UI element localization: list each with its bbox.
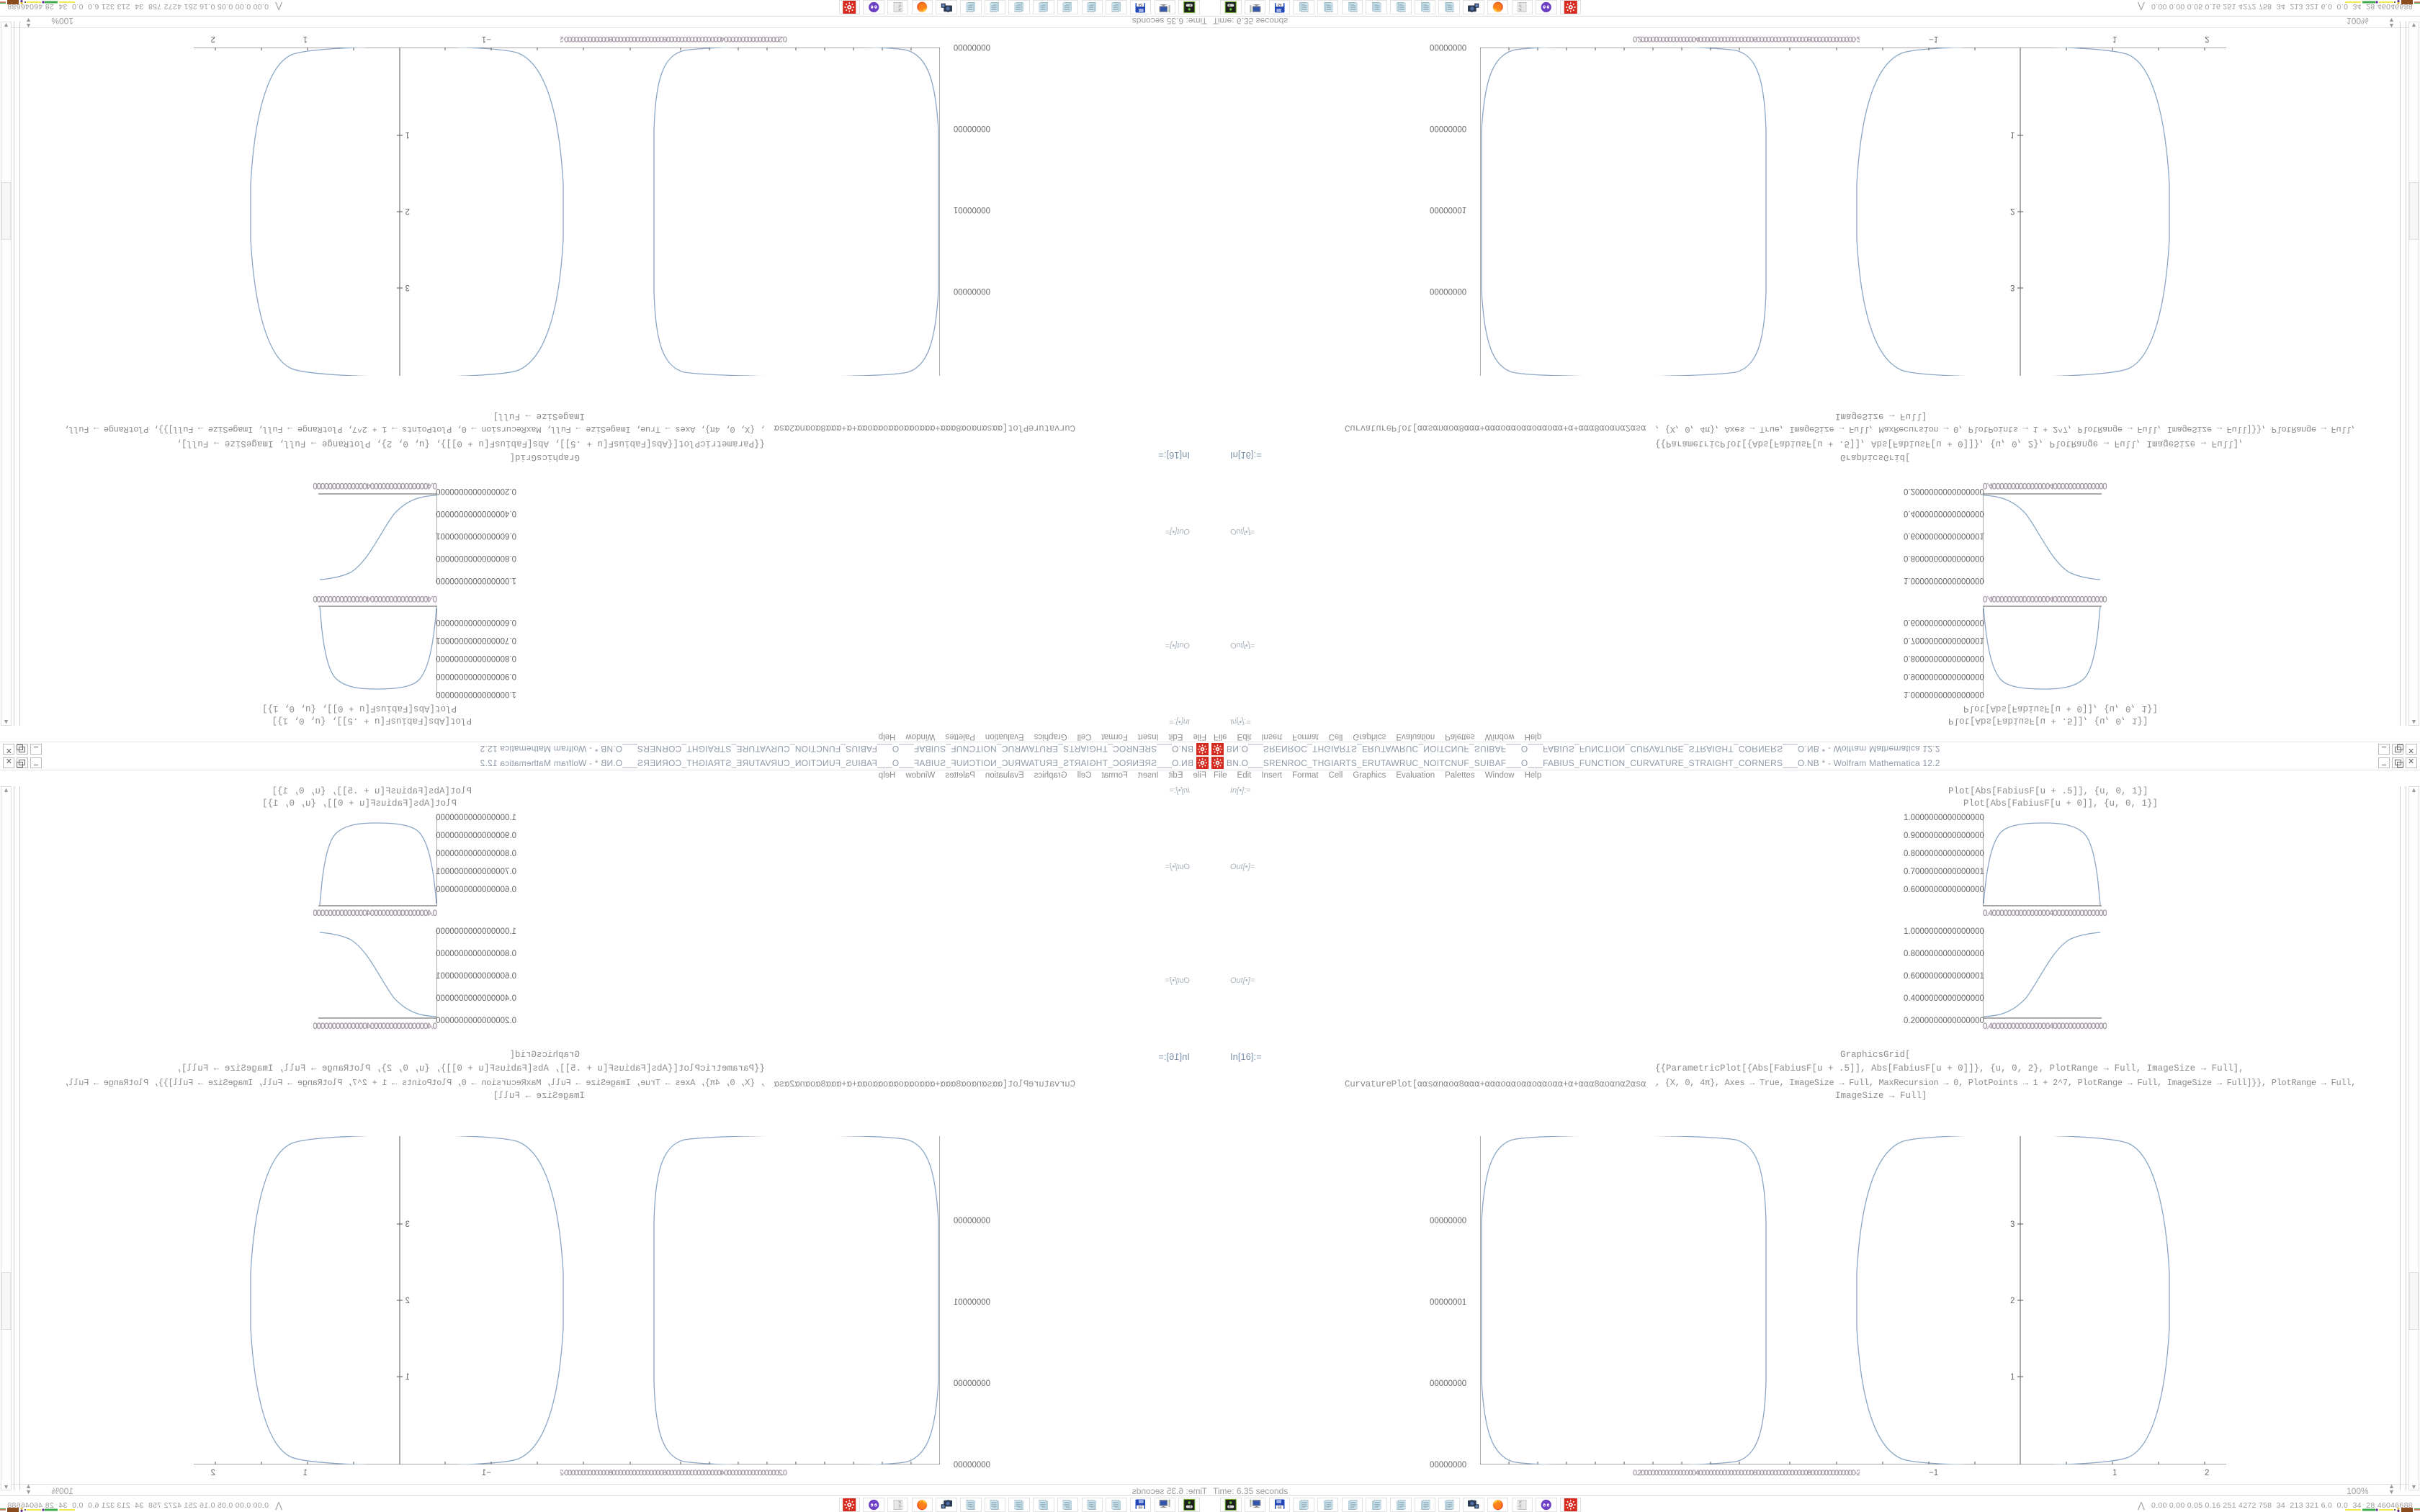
svg-text:64: 64 <box>1139 1506 1143 1510</box>
svg-text:64: 64 <box>1277 2 1281 6</box>
svg-text:64: 64 <box>1139 2 1143 6</box>
svg-text:64: 64 <box>1277 1506 1281 1510</box>
